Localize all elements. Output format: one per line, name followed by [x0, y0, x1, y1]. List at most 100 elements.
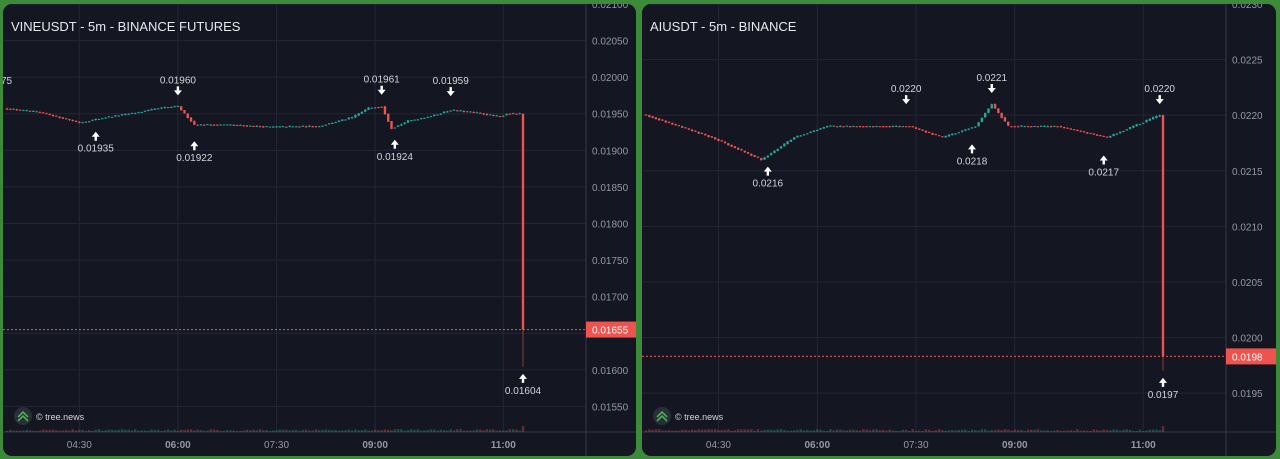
chart-0-volume-bar — [439, 429, 443, 432]
chart-0-volume-bar — [196, 429, 199, 432]
chart-0-candle-body — [521, 113, 525, 330]
chart-1-candle-body — [947, 134, 951, 137]
chart-1-arrow-down-icon — [987, 84, 996, 94]
chart-1-volume-bar — [1109, 430, 1112, 432]
chart-0-candle-body — [291, 126, 295, 128]
chart-1-volume-bar — [657, 429, 661, 432]
chart-0-volume-bar — [107, 429, 111, 432]
chart-1-candle-body — [1086, 132, 1089, 134]
chart-0-y-tick-label: 0.01950 — [592, 110, 629, 121]
chart-1-y-tick-label: 0.0220 — [1232, 111, 1263, 122]
chart-0-annotation-label: 0.01960 — [160, 75, 197, 86]
chart-0-volume-bar — [189, 429, 193, 432]
chart-1-volume-bar — [1000, 429, 1003, 432]
chart-1-volume-bar — [1066, 430, 1069, 432]
chart-1-candle-body — [1095, 134, 1099, 136]
chart-1-volume-bar — [1023, 430, 1026, 432]
chart-0-candle-body — [360, 111, 364, 114]
chart-0-volume-bar — [51, 429, 55, 432]
chart-0-volume-bar — [327, 429, 331, 432]
chart-0-volume-bar — [258, 429, 262, 432]
chart-0-annotation-label: 0.01922 — [176, 153, 213, 164]
chart-1-candle-body — [872, 126, 875, 128]
chart-1-volume-bar — [723, 429, 727, 432]
chart-0-candle-body — [275, 126, 278, 128]
chart-1-volume-bar — [664, 430, 667, 432]
chart-0-candle-body — [262, 126, 265, 128]
chart-1-volume-bar — [697, 429, 700, 432]
chart-1-candle-body — [1125, 129, 1128, 131]
chart-1-candle-body — [1056, 126, 1059, 128]
chart-1-arrow-down-icon — [902, 95, 911, 105]
chart-0-volume-bar — [232, 430, 235, 432]
chart-1-volume-bar — [1013, 429, 1017, 432]
chart-1-candle-body — [957, 132, 961, 134]
chart-1-candle-body — [1039, 125, 1043, 127]
chart-0-candle-body — [143, 110, 147, 112]
chart-1-candle-body — [839, 126, 842, 128]
chart-1-volume-bar — [839, 429, 842, 432]
chart-0-volume-bar — [433, 429, 436, 432]
chart-0-candle-body — [502, 115, 505, 117]
chart-0-candle-body — [206, 124, 209, 126]
chart-0-candle-body — [245, 125, 249, 127]
chart-0-candle-body — [485, 113, 489, 116]
chart-0-volume-bar — [459, 429, 462, 432]
chart-1-candle-body — [921, 129, 924, 131]
chart-1-volume-bar — [822, 430, 826, 432]
chart-1-volume-bar — [1003, 429, 1007, 432]
chart-1-candle-body — [1072, 129, 1076, 131]
chart-1-candle-body — [878, 126, 881, 128]
chart-0-volume-bar — [101, 430, 104, 432]
chart-1-volume-bar — [799, 429, 802, 432]
chart-0-candle-body — [153, 108, 157, 110]
chart-1-volume-bar — [875, 429, 878, 432]
chart-0-volume-bar — [81, 429, 84, 432]
chart-0-volume-bar — [252, 429, 255, 432]
chart-1-volume-bar — [842, 430, 845, 432]
chart-1-volume-bar — [858, 430, 862, 432]
chart-1-candle-body — [891, 126, 895, 128]
chart-1-candle-body — [842, 126, 845, 128]
chart-1-volume-bar — [648, 429, 651, 432]
chart-0-candle-body — [252, 125, 255, 127]
chart-0-candle-body — [390, 121, 393, 129]
chart-1-volume-bar — [786, 430, 789, 432]
chart-1-volume-bar — [710, 429, 714, 432]
chart-1-volume-bar — [1086, 430, 1089, 432]
chart-1-volume-bar — [997, 429, 1000, 432]
chart-1-volume-bar — [789, 430, 793, 432]
chart-1-y-tick-label: 0.0195 — [1232, 389, 1263, 400]
chart-0-candle-body — [406, 120, 410, 123]
chart-0-y-tick-label: 0.01900 — [592, 146, 629, 157]
chart-0-volume-bar — [166, 429, 170, 432]
chart-1-candle-body — [802, 134, 806, 136]
chart-0-candle-body — [400, 124, 403, 126]
chart-0-volume-bar — [45, 429, 48, 432]
chart-1-volume-bar — [983, 429, 987, 432]
chart-1-volume-bar — [1092, 429, 1096, 432]
chart-0-volume-bar — [479, 429, 482, 432]
chart-1-volume-bar — [1119, 430, 1122, 432]
chart-0-candle-body — [439, 113, 443, 115]
chart-1-volume-bar — [1026, 429, 1030, 432]
chart-0-candle-body — [74, 120, 78, 122]
chart-0-volume-bar — [203, 430, 206, 432]
chart-0-volume-bar — [505, 430, 508, 432]
chart-0-volume-bar — [242, 430, 245, 432]
chart-1-candle-body — [674, 124, 677, 126]
chart-1-candle-body — [898, 126, 901, 128]
chart-0-candle-body — [157, 108, 160, 110]
chart-0-volume-bar — [281, 429, 285, 432]
chart-1-volume-bar — [707, 429, 710, 432]
chart-0-candle-body — [373, 107, 377, 109]
vineusdt-chart-panel: 0.02100 0.02050 0.02000 0.01950 0.01900 0.018… — [3, 4, 636, 456]
chart-1-candle-body — [1003, 117, 1007, 122]
chart-0-volume-bar — [216, 429, 219, 432]
chart-1-watermark: © tree.news — [675, 412, 724, 422]
chart-1-candle-body — [1059, 126, 1063, 128]
chart-0-candle-body — [110, 116, 114, 118]
chart-0-volume-bar — [350, 430, 354, 432]
chart-0-candle-body — [321, 125, 324, 127]
chart-1-volume-bar — [1043, 430, 1046, 432]
